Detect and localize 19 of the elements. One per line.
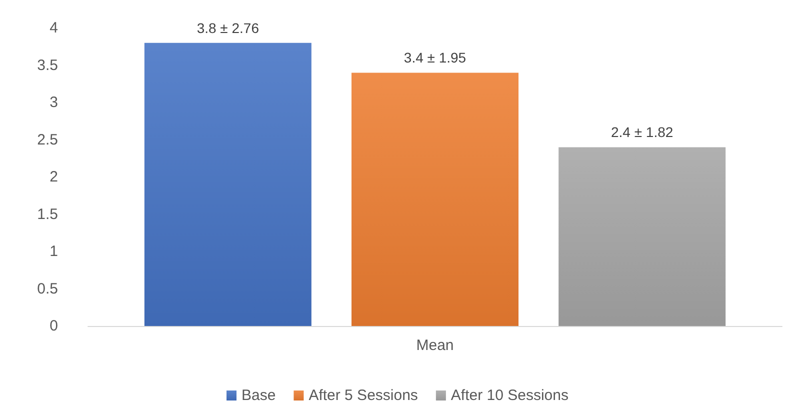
data-label: 2.4 ± 1.82 [610, 124, 674, 140]
bar [558, 147, 726, 326]
y-tick-label: 0.5 [37, 280, 58, 298]
legend-label: After 5 Sessions [308, 387, 418, 404]
y-tick-label: 1.5 [37, 206, 58, 223]
legend-label: After 10 Sessions [450, 387, 568, 404]
data-label: 3.8 ± 2.76 [196, 20, 260, 36]
bar [144, 42, 312, 326]
x-tick-label: Mean [416, 337, 454, 354]
y-tick-label: 0 [50, 318, 58, 334]
y-tick-label: 1 [50, 243, 58, 260]
y-tick-label: 4 [50, 20, 58, 36]
y-tick-label: 3 [50, 94, 58, 111]
data-label: 3.4 ± 1.95 [404, 50, 466, 66]
y-tick-label: 3.5 [37, 56, 58, 74]
y-tick-label: 2 [50, 168, 58, 186]
legend-label: Base [242, 387, 276, 404]
y-tick-label: 2.5 [37, 131, 58, 148]
bar [352, 72, 518, 326]
